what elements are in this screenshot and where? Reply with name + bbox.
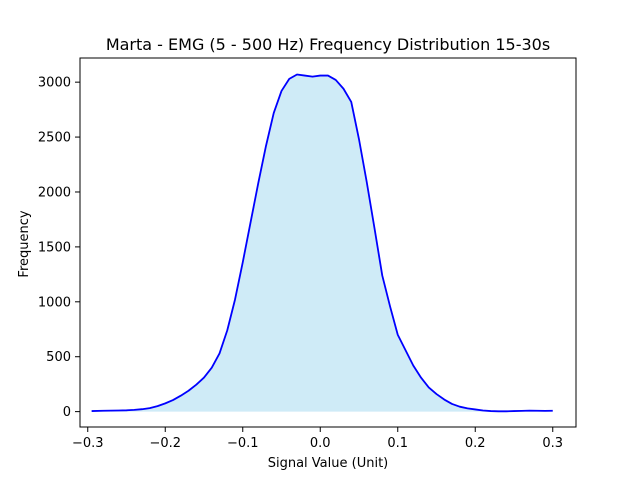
y-tick-label: 1000: [38, 295, 71, 310]
y-tick-label: 2000: [38, 185, 71, 200]
y-tick-label: 0: [63, 405, 71, 420]
y-tick-label: 3000: [38, 76, 71, 91]
x-tick-label: −0.3: [72, 436, 104, 451]
x-axis-label: Signal Value (Unit): [268, 456, 389, 471]
x-axis: −0.3 −0.2 −0.1 0.0 0.1 0.2 0.3: [72, 427, 563, 451]
x-tick-label: 0.0: [310, 436, 331, 451]
x-tick-label: −0.2: [149, 436, 181, 451]
y-tick-label: 2500: [38, 131, 71, 146]
x-tick-label: −0.1: [227, 436, 259, 451]
distribution-line: [91, 73, 553, 413]
chart-title: Marta - EMG (5 - 500 Hz) Frequency Distr…: [106, 35, 550, 54]
x-tick-label: 0.1: [387, 436, 408, 451]
y-axis-label: Frequency: [17, 210, 32, 277]
area-fill: [91, 74, 553, 412]
plot-frame: [79, 57, 577, 428]
x-tick-label: 0.2: [465, 436, 486, 451]
y-tick-label: 1500: [38, 240, 71, 255]
plot-area: [79, 57, 577, 428]
y-axis: 0 500 1000 1500 2000 2500 3000: [38, 76, 80, 420]
x-tick-label: 0.3: [542, 436, 563, 451]
y-tick-label: 500: [46, 350, 71, 365]
